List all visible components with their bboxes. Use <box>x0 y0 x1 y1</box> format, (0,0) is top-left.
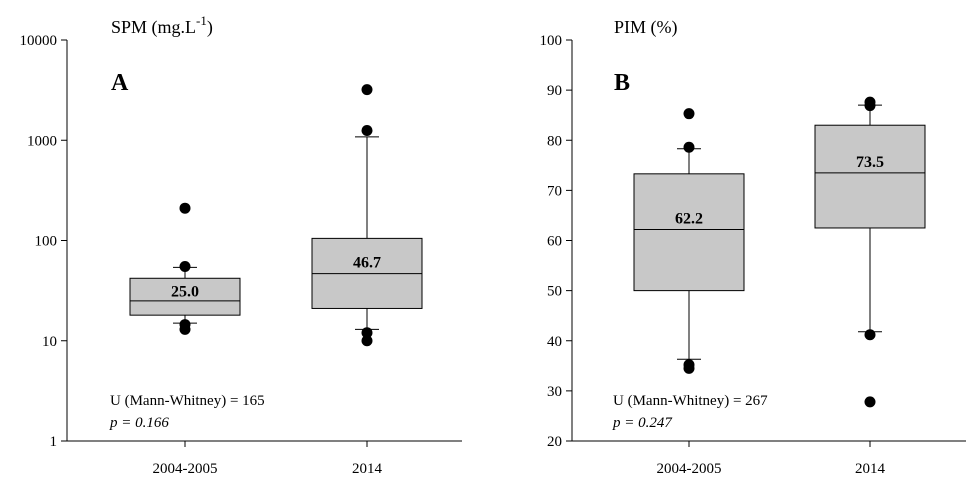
x-tick-label: 2004-2005 <box>153 461 218 477</box>
y-axis-title-close: ) <box>207 17 213 38</box>
outlier-point <box>361 335 373 347</box>
y-tick-label: 100 <box>35 234 58 250</box>
x-tick-label: 2014 <box>352 461 383 477</box>
x-tick-label: 2004-2005 <box>657 461 722 477</box>
y-tick-label: 80 <box>547 133 562 149</box>
box-group: 25.0 <box>129 202 241 335</box>
y-tick-label: 60 <box>547 234 562 250</box>
median-label: 25.0 <box>171 283 199 300</box>
stat-p-value: p = 0.247 <box>612 415 673 431</box>
box-iqr <box>129 277 241 316</box>
x-tick-label: 2014 <box>855 461 886 477</box>
outlier-point <box>361 84 373 96</box>
outlier-point <box>361 327 373 339</box>
y-tick-label: 90 <box>547 83 562 99</box>
median-label: 73.5 <box>856 154 884 171</box>
y-tick-label: 40 <box>547 334 562 350</box>
y-tick-label: 20 <box>547 434 562 450</box>
outlier-point <box>179 319 191 331</box>
y-tick-label: 10 <box>42 334 57 350</box>
outlier-point <box>179 202 191 214</box>
outlier-point <box>683 108 695 120</box>
panel-a: 1 10 100 1000 10000 2004-2005 2014 SPM (mg.L-1)… <box>20 13 462 477</box>
outlier-point <box>683 359 695 371</box>
y-axis-title-main: SPM (mg.L <box>111 17 196 38</box>
outlier-point <box>864 96 876 108</box>
outlier-point <box>361 125 373 137</box>
stat-u-value: U (Mann-Whitney) = 267 <box>613 393 768 409</box>
y-axis-title: PIM (%) <box>614 17 678 38</box>
median-label: 46.7 <box>353 255 381 272</box>
y-tick-label: 70 <box>547 183 562 199</box>
y-tick-label: 100 <box>540 33 563 49</box>
box-group: 62.2 <box>633 108 745 374</box>
stat-u-value: U (Mann-Whitney) = 165 <box>110 393 265 409</box>
box-group: 73.5 <box>814 96 926 408</box>
median-label: 62.2 <box>675 210 703 227</box>
y-tick-label: 30 <box>547 384 562 400</box>
outlier-point <box>179 261 191 273</box>
y-tick-label: 1 <box>50 434 58 450</box>
outlier-point <box>864 329 876 341</box>
outlier-point <box>683 141 695 153</box>
panel-letter: A <box>111 70 129 96</box>
y-tick-label: 10000 <box>20 33 58 49</box>
box-iqr <box>814 124 926 229</box>
y-axis-title: SPM (mg.L-1) <box>111 13 213 38</box>
y-tick-label: 50 <box>547 284 562 300</box>
stat-p-value: p = 0.166 <box>109 415 169 431</box>
outlier-point <box>864 396 876 408</box>
panel-letter: B <box>614 70 630 96</box>
y-tick-label: 1000 <box>27 133 57 149</box>
box-iqr <box>633 173 745 292</box>
y-axis-title-superscript: -1 <box>196 13 207 28</box>
y-axis-title-main: PIM (%) <box>614 17 678 38</box>
box-group: 46.7 <box>311 84 423 347</box>
panel-b: 20 30 40 50 60 70 80 90 100 2004-2005 2014 PIM (%) B… <box>540 17 966 477</box>
